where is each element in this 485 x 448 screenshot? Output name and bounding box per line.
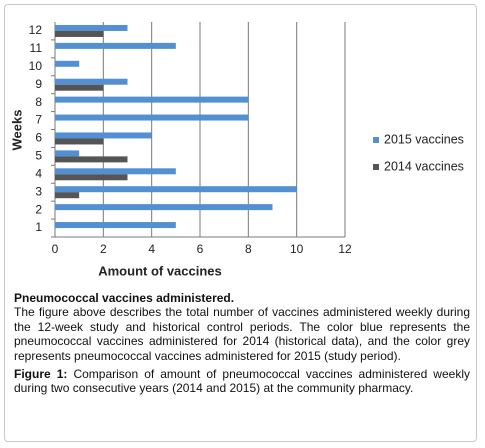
bar xyxy=(55,84,104,91)
y-tick-label: 9 xyxy=(35,77,42,91)
bar xyxy=(55,30,104,37)
x-tick-label: 2 xyxy=(100,242,107,256)
bar xyxy=(55,42,176,49)
legend-swatch xyxy=(373,164,379,170)
y-tick-label: 1 xyxy=(35,220,42,234)
y-tick-label: 5 xyxy=(35,149,42,163)
x-tick-label: 6 xyxy=(197,242,204,256)
bar xyxy=(55,150,80,157)
figure-label: Figure 1: xyxy=(14,367,68,382)
y-tick-label: 7 xyxy=(35,113,42,127)
y-tick-label: 4 xyxy=(35,166,42,180)
x-tick-label: 10 xyxy=(290,242,304,256)
bar xyxy=(55,192,80,199)
y-tick-label: 8 xyxy=(35,95,42,109)
caption-heading: Pneumococcal vaccines administered. xyxy=(14,291,235,305)
caption-body: The figure above describes the total num… xyxy=(14,305,470,363)
legend-label: 2015 vaccines xyxy=(384,132,464,146)
legend-label: 2014 vaccines xyxy=(384,159,464,173)
x-tick-label: 0 xyxy=(52,242,59,256)
x-axis-title: Amount of vaccines xyxy=(98,263,222,278)
y-axis-title: Weeks xyxy=(9,110,24,151)
bar xyxy=(55,138,104,145)
caption-paragraph: Pneumococcal vaccines administered. The f… xyxy=(14,291,470,363)
bar xyxy=(55,156,128,163)
y-tick-label: 10 xyxy=(29,59,43,73)
y-tick-label: 11 xyxy=(30,41,43,55)
bar xyxy=(55,222,176,229)
x-tick-label: 12 xyxy=(338,242,352,256)
x-tick-label: 4 xyxy=(148,242,155,256)
bar xyxy=(55,114,249,121)
bar xyxy=(55,204,273,211)
y-tick-label: 6 xyxy=(35,131,42,145)
y-tick-label: 2 xyxy=(35,202,42,216)
bar xyxy=(55,186,297,193)
figure-frame xyxy=(4,4,477,442)
figure-text: Comparison of amount of pneumococcal vac… xyxy=(14,367,470,396)
chart: Amount of vaccines Weeks 0 2 4 6 8 10 12123456… xyxy=(9,22,464,278)
bar xyxy=(55,78,128,85)
legend-swatch xyxy=(373,137,379,143)
bar xyxy=(55,132,152,139)
bar xyxy=(55,174,128,181)
bar xyxy=(55,24,128,31)
caption: Pneumococcal vaccines administered. The f… xyxy=(14,291,470,400)
x-tick-label: 8 xyxy=(245,242,252,256)
bar xyxy=(55,96,249,103)
y-tick-label: 12 xyxy=(29,23,43,37)
figure-caption: Figure 1: Comparison of amount of pneumo… xyxy=(14,367,470,396)
bar xyxy=(55,60,80,67)
y-tick-label: 3 xyxy=(35,184,42,198)
bar xyxy=(55,168,176,175)
